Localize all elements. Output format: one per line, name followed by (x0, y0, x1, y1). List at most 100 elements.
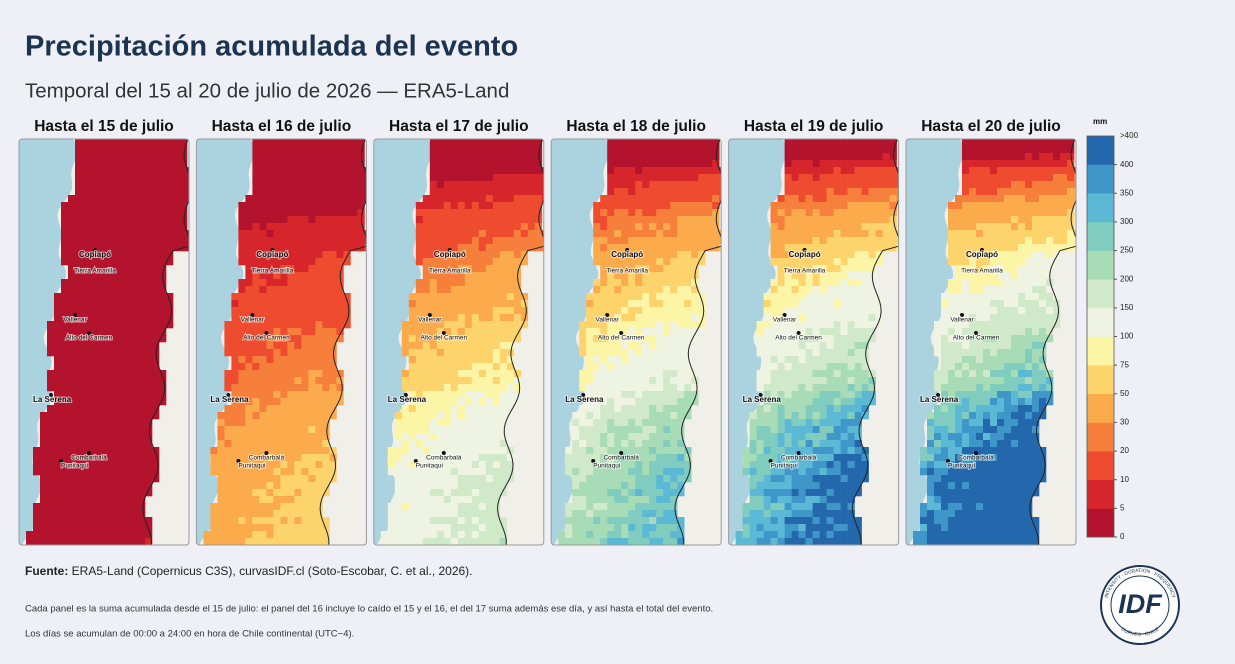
precip-cell (847, 454, 855, 462)
precip-cell (614, 538, 622, 545)
precip-cell (280, 328, 288, 336)
precip-cell (96, 391, 104, 399)
precip-cell (131, 272, 139, 280)
precip-cell (506, 447, 515, 455)
precip-cell (315, 146, 323, 154)
precip-cell (586, 447, 594, 455)
precip-cell (138, 524, 146, 532)
precip-cell (826, 370, 834, 378)
precip-cell (422, 468, 431, 476)
precip-cell (103, 398, 111, 406)
precip-cell (499, 412, 508, 420)
precip-cell (520, 293, 529, 301)
precip-cell (394, 440, 403, 448)
precip-cell (252, 160, 260, 168)
precip-cell (429, 517, 438, 525)
precip-cell (572, 503, 580, 511)
precip-cell (868, 286, 876, 294)
city-label: La Serena (743, 395, 782, 404)
precip-cell (266, 517, 274, 525)
precip-cell (457, 517, 466, 525)
precip-cell (684, 230, 692, 238)
precip-cell (805, 370, 813, 378)
precip-cell (61, 209, 69, 217)
precip-cell (131, 314, 139, 322)
precip-cell (138, 426, 146, 434)
precip-cell (833, 398, 841, 406)
precip-cell (649, 216, 657, 224)
precip-cell (329, 307, 337, 315)
precip-cell (124, 188, 132, 196)
precip-cell (565, 454, 573, 462)
precip-cell (166, 160, 174, 168)
precip-cell (245, 538, 253, 545)
precip-cell (833, 286, 841, 294)
precip-cell (124, 426, 132, 434)
precip-cell (628, 146, 636, 154)
precip-cell (819, 223, 827, 231)
precip-cell (82, 335, 90, 343)
precip-cell (280, 517, 288, 525)
precip-cell (642, 293, 650, 301)
precip-cell (635, 440, 643, 448)
precip-cell (471, 496, 480, 504)
precip-cell (777, 461, 785, 469)
precip-cell (642, 209, 650, 217)
precip-cell (642, 503, 650, 511)
precip-cell (770, 370, 778, 378)
precip-cell (499, 300, 508, 308)
precip-cell (819, 244, 827, 252)
precip-cell (621, 461, 629, 469)
precip-cell (68, 335, 76, 343)
precip-cell (656, 293, 664, 301)
precip-cell (670, 363, 678, 371)
precip-cell (749, 433, 757, 441)
precip-cell (315, 300, 323, 308)
precip-cell (492, 356, 501, 364)
precip-cell (826, 342, 834, 350)
precip-cell (485, 258, 494, 266)
precip-cell (110, 482, 118, 490)
precip-cell (847, 531, 855, 539)
precip-cell (387, 454, 396, 462)
precip-cell (506, 328, 515, 336)
precip-cell (450, 356, 459, 364)
precip-cell (110, 300, 118, 308)
precip-cell (457, 377, 466, 385)
precip-cell (663, 160, 671, 168)
precip-cell (145, 202, 153, 210)
precip-cell (54, 433, 62, 441)
precip-cell (68, 314, 76, 322)
precip-cell (677, 321, 685, 329)
precip-cell (96, 293, 104, 301)
precip-cell (777, 307, 785, 315)
precip-cell (826, 321, 834, 329)
city-dot (441, 331, 446, 335)
precip-cell (103, 195, 111, 203)
precip-cell (75, 195, 83, 203)
precip-cell (252, 230, 260, 238)
precip-cell (231, 482, 239, 490)
precip-cell (600, 496, 608, 504)
precip-cell (628, 482, 636, 490)
precip-cell (742, 510, 750, 518)
precip-cell (656, 475, 664, 483)
precip-cell (513, 258, 522, 266)
precip-cell (308, 370, 316, 378)
precip-cell (408, 454, 417, 462)
precip-cell (607, 475, 615, 483)
precip-cell (492, 335, 501, 343)
precip-cell (607, 524, 615, 532)
precip-cell (520, 314, 529, 322)
precip-cell (534, 188, 543, 196)
precip-cell (322, 202, 330, 210)
precip-cell (457, 223, 466, 231)
precip-cell (224, 412, 232, 420)
precip-cell (280, 293, 288, 301)
precip-cell (429, 433, 438, 441)
precip-cell (245, 433, 253, 441)
precip-cell (138, 398, 146, 406)
precip-cell (315, 167, 323, 175)
precip-cell (749, 538, 757, 545)
precip-cell (103, 174, 111, 182)
